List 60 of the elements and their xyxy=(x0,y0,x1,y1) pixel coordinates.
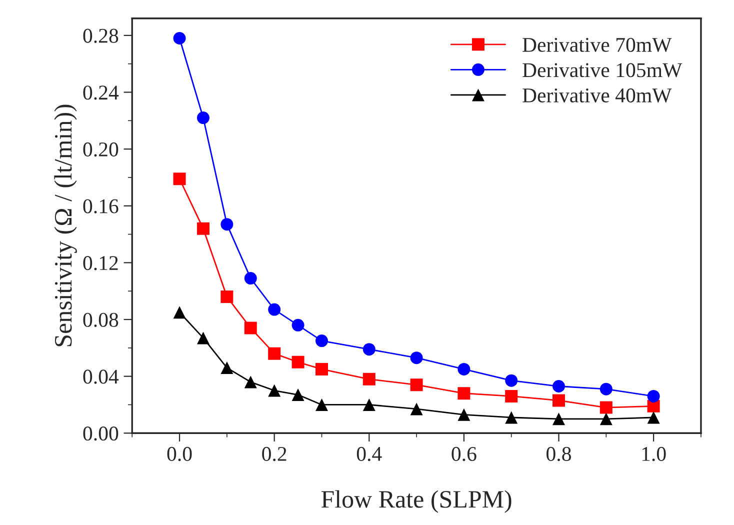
point xyxy=(600,412,612,426)
point xyxy=(600,382,612,396)
point xyxy=(268,303,281,316)
legend-label: Derivative 105mW xyxy=(522,63,682,78)
point xyxy=(244,272,257,285)
point xyxy=(196,112,210,124)
point xyxy=(552,394,566,407)
point xyxy=(173,306,186,319)
point xyxy=(410,402,423,416)
point xyxy=(505,374,518,387)
point xyxy=(552,380,566,393)
y-tick-label: 0.00 xyxy=(83,426,118,441)
point xyxy=(173,32,186,45)
x-tick-label: 0.0 xyxy=(167,446,192,462)
y-tick-label: 0.16 xyxy=(83,199,118,214)
point xyxy=(647,411,660,424)
point xyxy=(220,362,234,374)
point xyxy=(362,343,376,356)
x-tick-label: 1.0 xyxy=(642,446,666,462)
y-tick-label: 0.20 xyxy=(83,142,118,157)
point xyxy=(315,334,328,348)
point xyxy=(552,412,566,426)
point xyxy=(362,372,376,386)
y-tick-label: 0.12 xyxy=(83,256,118,270)
point xyxy=(315,398,328,411)
point xyxy=(410,378,423,392)
point xyxy=(268,347,281,360)
point xyxy=(315,362,328,376)
point xyxy=(292,388,304,402)
point xyxy=(647,390,660,402)
point xyxy=(505,390,518,402)
point xyxy=(458,408,470,421)
y-axis-title: Sensitivity (Ω / (lt/min)) xyxy=(54,104,77,346)
y-tick-label: 0.28 xyxy=(83,28,118,43)
y-tick-label: 0.08 xyxy=(83,312,118,328)
x-axis-title: Flow Rate (SLPM) xyxy=(321,490,512,513)
point xyxy=(244,376,257,388)
point xyxy=(410,352,423,364)
x-tick-label: 0.4 xyxy=(356,446,382,462)
x-tick-label: 0.6 xyxy=(452,446,476,462)
legend-label: Derivative 70mW xyxy=(522,38,672,52)
point xyxy=(196,222,210,235)
point xyxy=(268,384,281,397)
point xyxy=(220,218,234,231)
point xyxy=(292,356,304,368)
point xyxy=(600,401,612,414)
point xyxy=(196,332,210,344)
point xyxy=(458,362,470,376)
point xyxy=(362,398,376,411)
point xyxy=(292,318,304,332)
legend-label: Derivative 40mW xyxy=(522,88,672,103)
point xyxy=(244,322,257,334)
point xyxy=(458,387,470,400)
point xyxy=(220,290,234,304)
x-tick-label: 0.2 xyxy=(262,446,286,462)
y-tick-label: 0.24 xyxy=(83,86,119,100)
x-tick-label: 0.8 xyxy=(546,446,571,462)
y-tick-label: 0.04 xyxy=(83,370,119,384)
point xyxy=(173,172,186,186)
point xyxy=(505,411,518,424)
